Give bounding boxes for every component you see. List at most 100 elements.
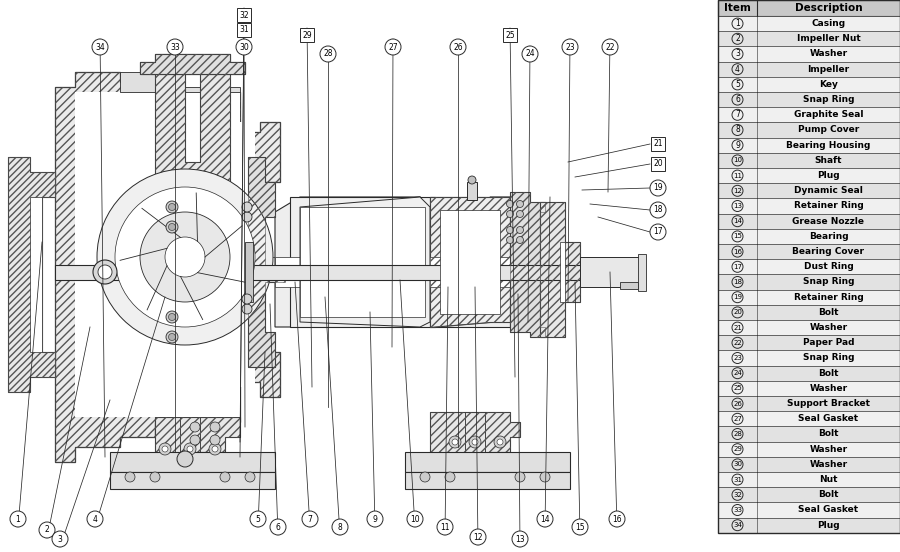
Polygon shape <box>120 72 240 92</box>
Bar <box>718 502 900 518</box>
Circle shape <box>184 443 196 455</box>
Text: Bearing: Bearing <box>809 232 849 241</box>
Bar <box>718 92 900 107</box>
Text: 23: 23 <box>565 43 575 51</box>
Polygon shape <box>248 157 285 367</box>
Circle shape <box>220 472 230 482</box>
Circle shape <box>190 422 200 432</box>
Text: Washer: Washer <box>809 50 848 59</box>
Polygon shape <box>75 92 255 442</box>
Text: 16: 16 <box>612 514 622 523</box>
Bar <box>651 137 665 151</box>
Bar <box>718 411 900 426</box>
Bar <box>718 365 900 381</box>
Text: 13: 13 <box>515 534 525 544</box>
Circle shape <box>650 180 666 196</box>
Text: 19: 19 <box>653 183 662 193</box>
Text: 21: 21 <box>734 325 742 331</box>
Circle shape <box>449 436 461 448</box>
Text: Casing: Casing <box>812 19 846 28</box>
Polygon shape <box>300 197 430 327</box>
Circle shape <box>537 511 553 527</box>
Text: 33: 33 <box>170 43 180 51</box>
Text: 14: 14 <box>734 218 742 224</box>
Circle shape <box>517 200 524 208</box>
Text: Shaft: Shaft <box>814 156 842 165</box>
Circle shape <box>10 511 26 527</box>
Bar <box>140 62 245 74</box>
Bar <box>718 320 900 335</box>
Circle shape <box>97 169 273 345</box>
Circle shape <box>522 46 538 62</box>
Polygon shape <box>275 197 510 327</box>
Circle shape <box>242 304 252 314</box>
Bar <box>405 452 570 472</box>
Text: 2: 2 <box>735 34 740 43</box>
Circle shape <box>468 176 476 184</box>
Bar <box>440 210 500 314</box>
Circle shape <box>98 265 112 279</box>
Bar <box>718 457 900 472</box>
Circle shape <box>602 39 618 55</box>
Bar <box>155 54 230 62</box>
Bar <box>560 242 565 302</box>
Text: 24: 24 <box>734 370 742 376</box>
Circle shape <box>437 519 453 535</box>
Circle shape <box>517 236 524 243</box>
Text: 9: 9 <box>373 514 377 523</box>
Circle shape <box>168 204 176 210</box>
Text: 18: 18 <box>733 279 742 285</box>
Bar <box>718 62 900 77</box>
Text: 6: 6 <box>735 95 740 104</box>
Text: 8: 8 <box>735 125 740 135</box>
Circle shape <box>420 472 430 482</box>
Bar <box>718 0 900 16</box>
Circle shape <box>166 331 178 343</box>
Bar <box>718 244 900 259</box>
Text: Impeller: Impeller <box>807 65 850 74</box>
Bar <box>237 8 251 22</box>
Text: Plug: Plug <box>817 171 840 180</box>
Text: Seal Gasket: Seal Gasket <box>798 506 859 514</box>
Text: 32: 32 <box>734 492 742 498</box>
Text: Graphite Seal: Graphite Seal <box>794 110 863 119</box>
Text: 28: 28 <box>323 50 333 59</box>
Text: 34: 34 <box>95 43 105 51</box>
Circle shape <box>650 224 666 240</box>
Bar <box>30 197 42 352</box>
Bar <box>110 472 275 489</box>
Text: 27: 27 <box>388 43 398 51</box>
Bar <box>275 257 515 287</box>
Bar <box>718 123 900 137</box>
Circle shape <box>469 436 481 448</box>
Text: Pump Cover: Pump Cover <box>798 125 859 135</box>
Bar <box>237 23 251 37</box>
Circle shape <box>517 226 524 233</box>
Bar <box>503 28 517 42</box>
Text: Washer: Washer <box>809 460 848 469</box>
Circle shape <box>190 435 200 445</box>
Text: 10: 10 <box>733 157 742 163</box>
Text: Dynamic Seal: Dynamic Seal <box>794 186 863 195</box>
Text: 3: 3 <box>735 50 740 59</box>
Bar <box>718 472 900 487</box>
Circle shape <box>445 472 455 482</box>
Circle shape <box>242 294 252 304</box>
Circle shape <box>209 443 221 455</box>
Bar <box>55 265 645 280</box>
Text: Nut: Nut <box>819 475 838 484</box>
Bar <box>718 77 900 92</box>
Circle shape <box>515 472 525 482</box>
Circle shape <box>507 200 514 208</box>
Circle shape <box>168 333 176 341</box>
Text: Washer: Washer <box>809 384 848 393</box>
Circle shape <box>609 511 625 527</box>
Bar <box>718 259 900 274</box>
Circle shape <box>52 531 68 547</box>
Circle shape <box>166 201 178 213</box>
Circle shape <box>494 436 506 448</box>
Circle shape <box>332 519 348 535</box>
Bar <box>718 487 900 502</box>
Text: 21: 21 <box>653 140 662 148</box>
Circle shape <box>92 39 108 55</box>
